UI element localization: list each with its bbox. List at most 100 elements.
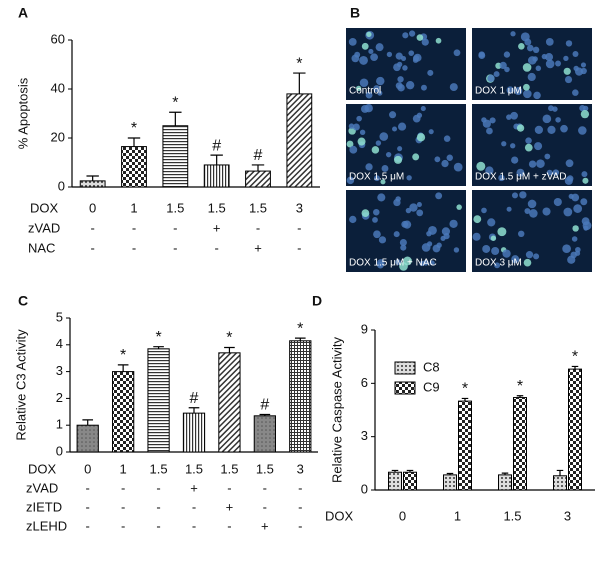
nucleus <box>511 192 519 199</box>
error-bar <box>461 397 469 402</box>
condition-value: + <box>261 518 269 533</box>
condition-value: + <box>213 220 221 235</box>
nucleus <box>435 37 442 44</box>
significance-mark: * <box>296 55 302 72</box>
nucleus <box>552 169 560 176</box>
condition-name: NAC <box>28 240 55 255</box>
nucleus <box>478 51 485 58</box>
y-tick-label: 0 <box>58 178 65 193</box>
nucleus <box>524 208 531 214</box>
error-bar <box>86 175 99 181</box>
legend-swatch <box>394 361 416 375</box>
nucleus <box>547 125 556 134</box>
nucleus <box>506 114 512 120</box>
nucleus <box>490 235 497 241</box>
nucleus <box>525 251 534 259</box>
significance-mark: # <box>254 147 263 164</box>
nucleus <box>393 155 403 164</box>
nucleus <box>401 220 409 228</box>
nucleus <box>400 244 407 251</box>
image-caption: Control <box>349 86 381 97</box>
bar <box>182 412 206 453</box>
error-bar <box>259 413 271 416</box>
nucleus <box>485 166 494 175</box>
y-tick-label: 20 <box>51 129 65 144</box>
nucleus <box>583 225 589 231</box>
condition-value: + <box>254 240 262 255</box>
condition-value: - <box>298 518 302 533</box>
x-tick-label: 1.5 <box>256 461 274 476</box>
nucleus <box>545 59 555 69</box>
significance-mark: * <box>572 349 578 366</box>
nucleus <box>580 109 590 119</box>
nucleus <box>427 69 434 76</box>
y-axis-label: Relative C3 Activity <box>13 329 28 441</box>
nucleus <box>412 57 419 63</box>
error-bar <box>446 472 454 475</box>
bar <box>458 400 472 491</box>
nucleus <box>499 61 507 70</box>
nucleus <box>572 89 579 96</box>
nucleus <box>440 235 446 242</box>
nucleus <box>526 44 534 52</box>
x-tick-label: 1.5 <box>503 508 521 523</box>
y-tick-label: 0 <box>56 443 63 458</box>
condition-value: - <box>90 240 94 255</box>
nucleus <box>578 126 587 135</box>
bar <box>253 415 276 453</box>
nucleus <box>397 76 404 83</box>
y-tick-label: 6 <box>361 375 368 390</box>
nucleus <box>435 192 443 200</box>
nucleus <box>375 140 382 146</box>
error-bar <box>224 346 235 353</box>
nucleus <box>361 42 369 50</box>
nucleus <box>563 207 573 217</box>
significance-mark: * <box>120 347 126 364</box>
nucleus <box>412 153 420 161</box>
micrograph <box>346 104 466 186</box>
error-bar <box>210 154 223 165</box>
nucleus <box>389 111 397 119</box>
condition-value: - <box>132 240 136 255</box>
condition-value: + <box>226 499 234 514</box>
condition-value: - <box>298 499 302 514</box>
nucleus <box>373 85 381 93</box>
panel-label: D <box>312 293 322 309</box>
condition-name: zLEHD <box>26 518 67 533</box>
y-tick-label: 3 <box>56 363 63 378</box>
nucleus <box>446 154 453 161</box>
condition-value: - <box>192 499 196 514</box>
error-bar <box>294 337 306 341</box>
y-tick-label: 9 <box>361 321 368 336</box>
nucleus <box>529 209 538 218</box>
nucleus <box>346 176 355 185</box>
nucleus <box>573 204 583 213</box>
error-bar <box>82 419 94 426</box>
error-bar <box>188 407 200 414</box>
bar <box>289 340 312 453</box>
condition-value: - <box>297 240 301 255</box>
condition-value: - <box>256 220 260 235</box>
bar <box>79 180 106 188</box>
nucleus <box>453 247 460 253</box>
nucleus <box>416 201 422 208</box>
condition-value: - <box>192 518 196 533</box>
nucleus <box>355 85 362 92</box>
nucleus <box>365 163 373 171</box>
x-tick-label: 1 <box>454 508 461 523</box>
nucleus <box>518 43 525 50</box>
nucleus <box>566 175 574 182</box>
nucleus <box>541 53 548 60</box>
bar <box>498 474 512 491</box>
nucleus <box>476 161 486 171</box>
nucleus <box>356 115 362 122</box>
y-tick-label: 3 <box>361 428 368 443</box>
error-bar <box>293 72 306 94</box>
nucleus <box>560 124 568 133</box>
nucleus <box>361 209 370 217</box>
x-tick-label: 3 <box>297 461 304 476</box>
nucleus <box>525 137 532 144</box>
error-bar <box>571 365 579 370</box>
legend-label: C8 <box>423 359 440 374</box>
